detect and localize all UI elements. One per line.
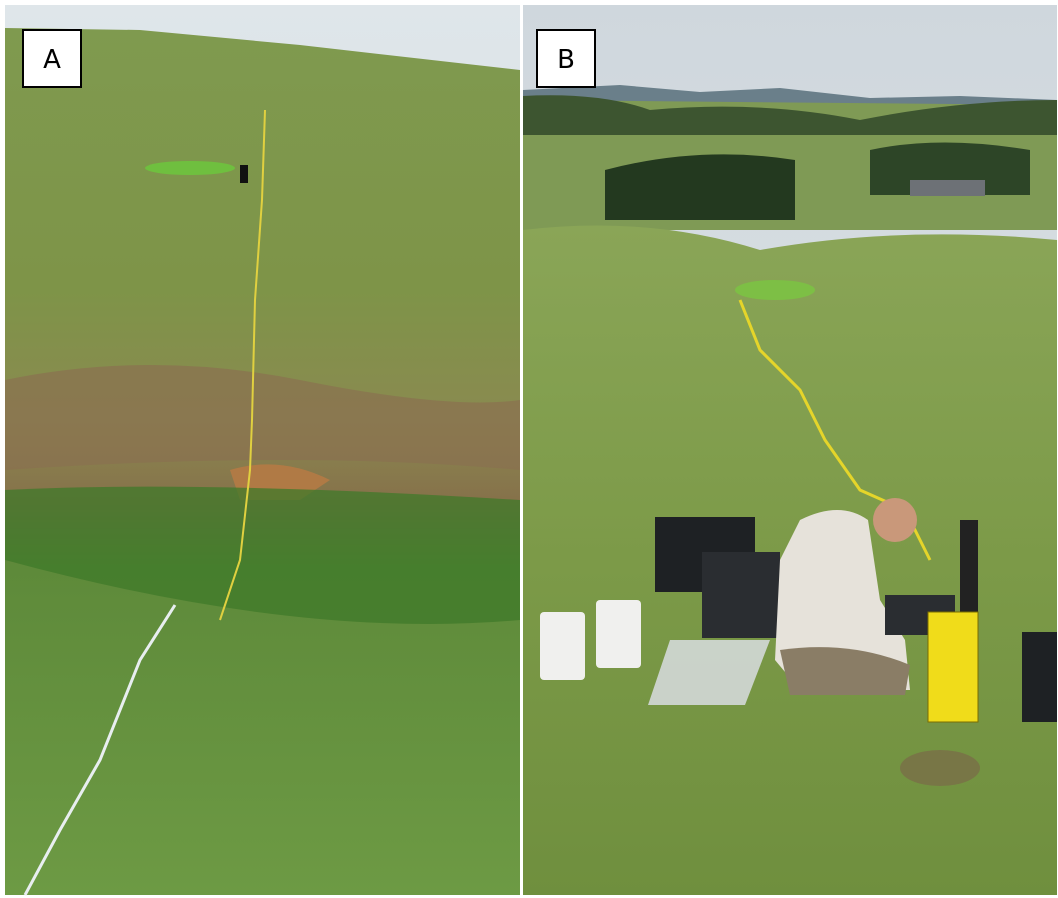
instrument-lid (960, 520, 978, 615)
battery (1022, 632, 1057, 722)
crate (702, 552, 780, 638)
panel-label: B (557, 45, 575, 75)
photo-b: B (523, 5, 1057, 895)
soil-mound (900, 750, 980, 786)
photo-a: A (5, 5, 520, 895)
canister (540, 612, 585, 680)
instrument (928, 612, 978, 722)
figure: A B (0, 0, 1058, 898)
canister (596, 600, 641, 668)
trees (605, 154, 795, 220)
bright-patch (735, 280, 815, 300)
person-head (873, 498, 917, 542)
bright-patch (145, 161, 235, 175)
panel-label: A (43, 45, 61, 75)
person (240, 165, 248, 183)
house (910, 180, 985, 196)
